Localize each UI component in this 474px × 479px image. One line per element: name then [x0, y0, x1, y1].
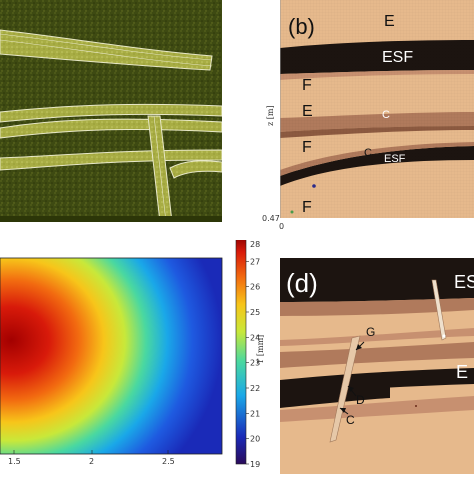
layer-label: F	[302, 139, 312, 156]
colorbar	[235, 235, 247, 465]
x-tick: 2.5	[162, 457, 175, 466]
crack-diagonal	[329, 335, 361, 443]
colorbar-tick-label: 21	[250, 409, 260, 418]
stripe-top	[0, 29, 213, 71]
colorbar-tick-label: 19	[250, 460, 260, 469]
panel-c-svg: 1.5 2 2.5 28 27 26 25 24 23 22 21 20 19	[0, 235, 260, 469]
stripe-middle-2	[0, 118, 222, 139]
x-tick: 2	[89, 457, 94, 466]
colorbar-tick-label: 22	[250, 384, 260, 393]
layer-label: E	[302, 103, 313, 120]
panel-b-x-tick: 0	[279, 222, 285, 231]
colorbar-tick-label: 25	[250, 308, 260, 317]
colorbar-tick-label: 28	[250, 240, 260, 249]
stripe-lower	[0, 149, 222, 171]
colorbar-tick-label: 24	[250, 333, 260, 342]
x-tick: 1.5	[8, 457, 21, 466]
stripe-middle	[0, 103, 222, 123]
layer-label: C	[382, 109, 390, 121]
panel-c-heatmap: 1.5 2 2.5 28 27 26 25 24 23 22 21 20 19 T [mm]	[0, 235, 474, 474]
panel-b-label: (b)	[288, 14, 315, 39]
colorbar-tick-label: 27	[250, 257, 260, 266]
colorbar-tick-label: 26	[250, 283, 260, 292]
layer-label: ESF	[384, 153, 406, 165]
panel-b-svg: (b) E ESF F E C F C ESF F	[280, 0, 474, 218]
colorbar-label: T [mm]	[256, 334, 265, 364]
layer-label: F	[302, 199, 312, 216]
layer-label: ES	[454, 272, 474, 292]
layer-label: E	[384, 13, 395, 30]
panel-d-svg: (d) ES E G D C	[280, 258, 474, 474]
annotation: G	[366, 325, 375, 339]
layer-label: ESF	[382, 49, 413, 66]
panel-d-section: (d) ES E G D C	[280, 258, 474, 474]
panel-b-y-axis-label: z [m]	[266, 105, 275, 126]
heatmap-field	[0, 258, 222, 454]
panel-b-y-tick: 0.47	[262, 214, 280, 223]
layer-label: C	[364, 147, 372, 159]
colorbar-tick-label: 23	[250, 359, 260, 368]
layer-label: E	[456, 362, 468, 382]
colorbar-tick-label: 20	[250, 435, 260, 444]
layer-label: F	[302, 77, 312, 94]
panel-a-photo	[0, 0, 222, 222]
annotation: C	[346, 413, 355, 427]
panel-b-simulation: (b) E ESF F E C F C ESF F	[280, 0, 474, 218]
panel-d-label: (d)	[286, 268, 318, 298]
annotation: D	[356, 393, 365, 407]
panel-a-svg	[0, 0, 222, 222]
es-layer-top	[280, 258, 474, 302]
colorbar-ticks: 28 27 26 25 24 23 22 21 20 19	[246, 235, 260, 469]
